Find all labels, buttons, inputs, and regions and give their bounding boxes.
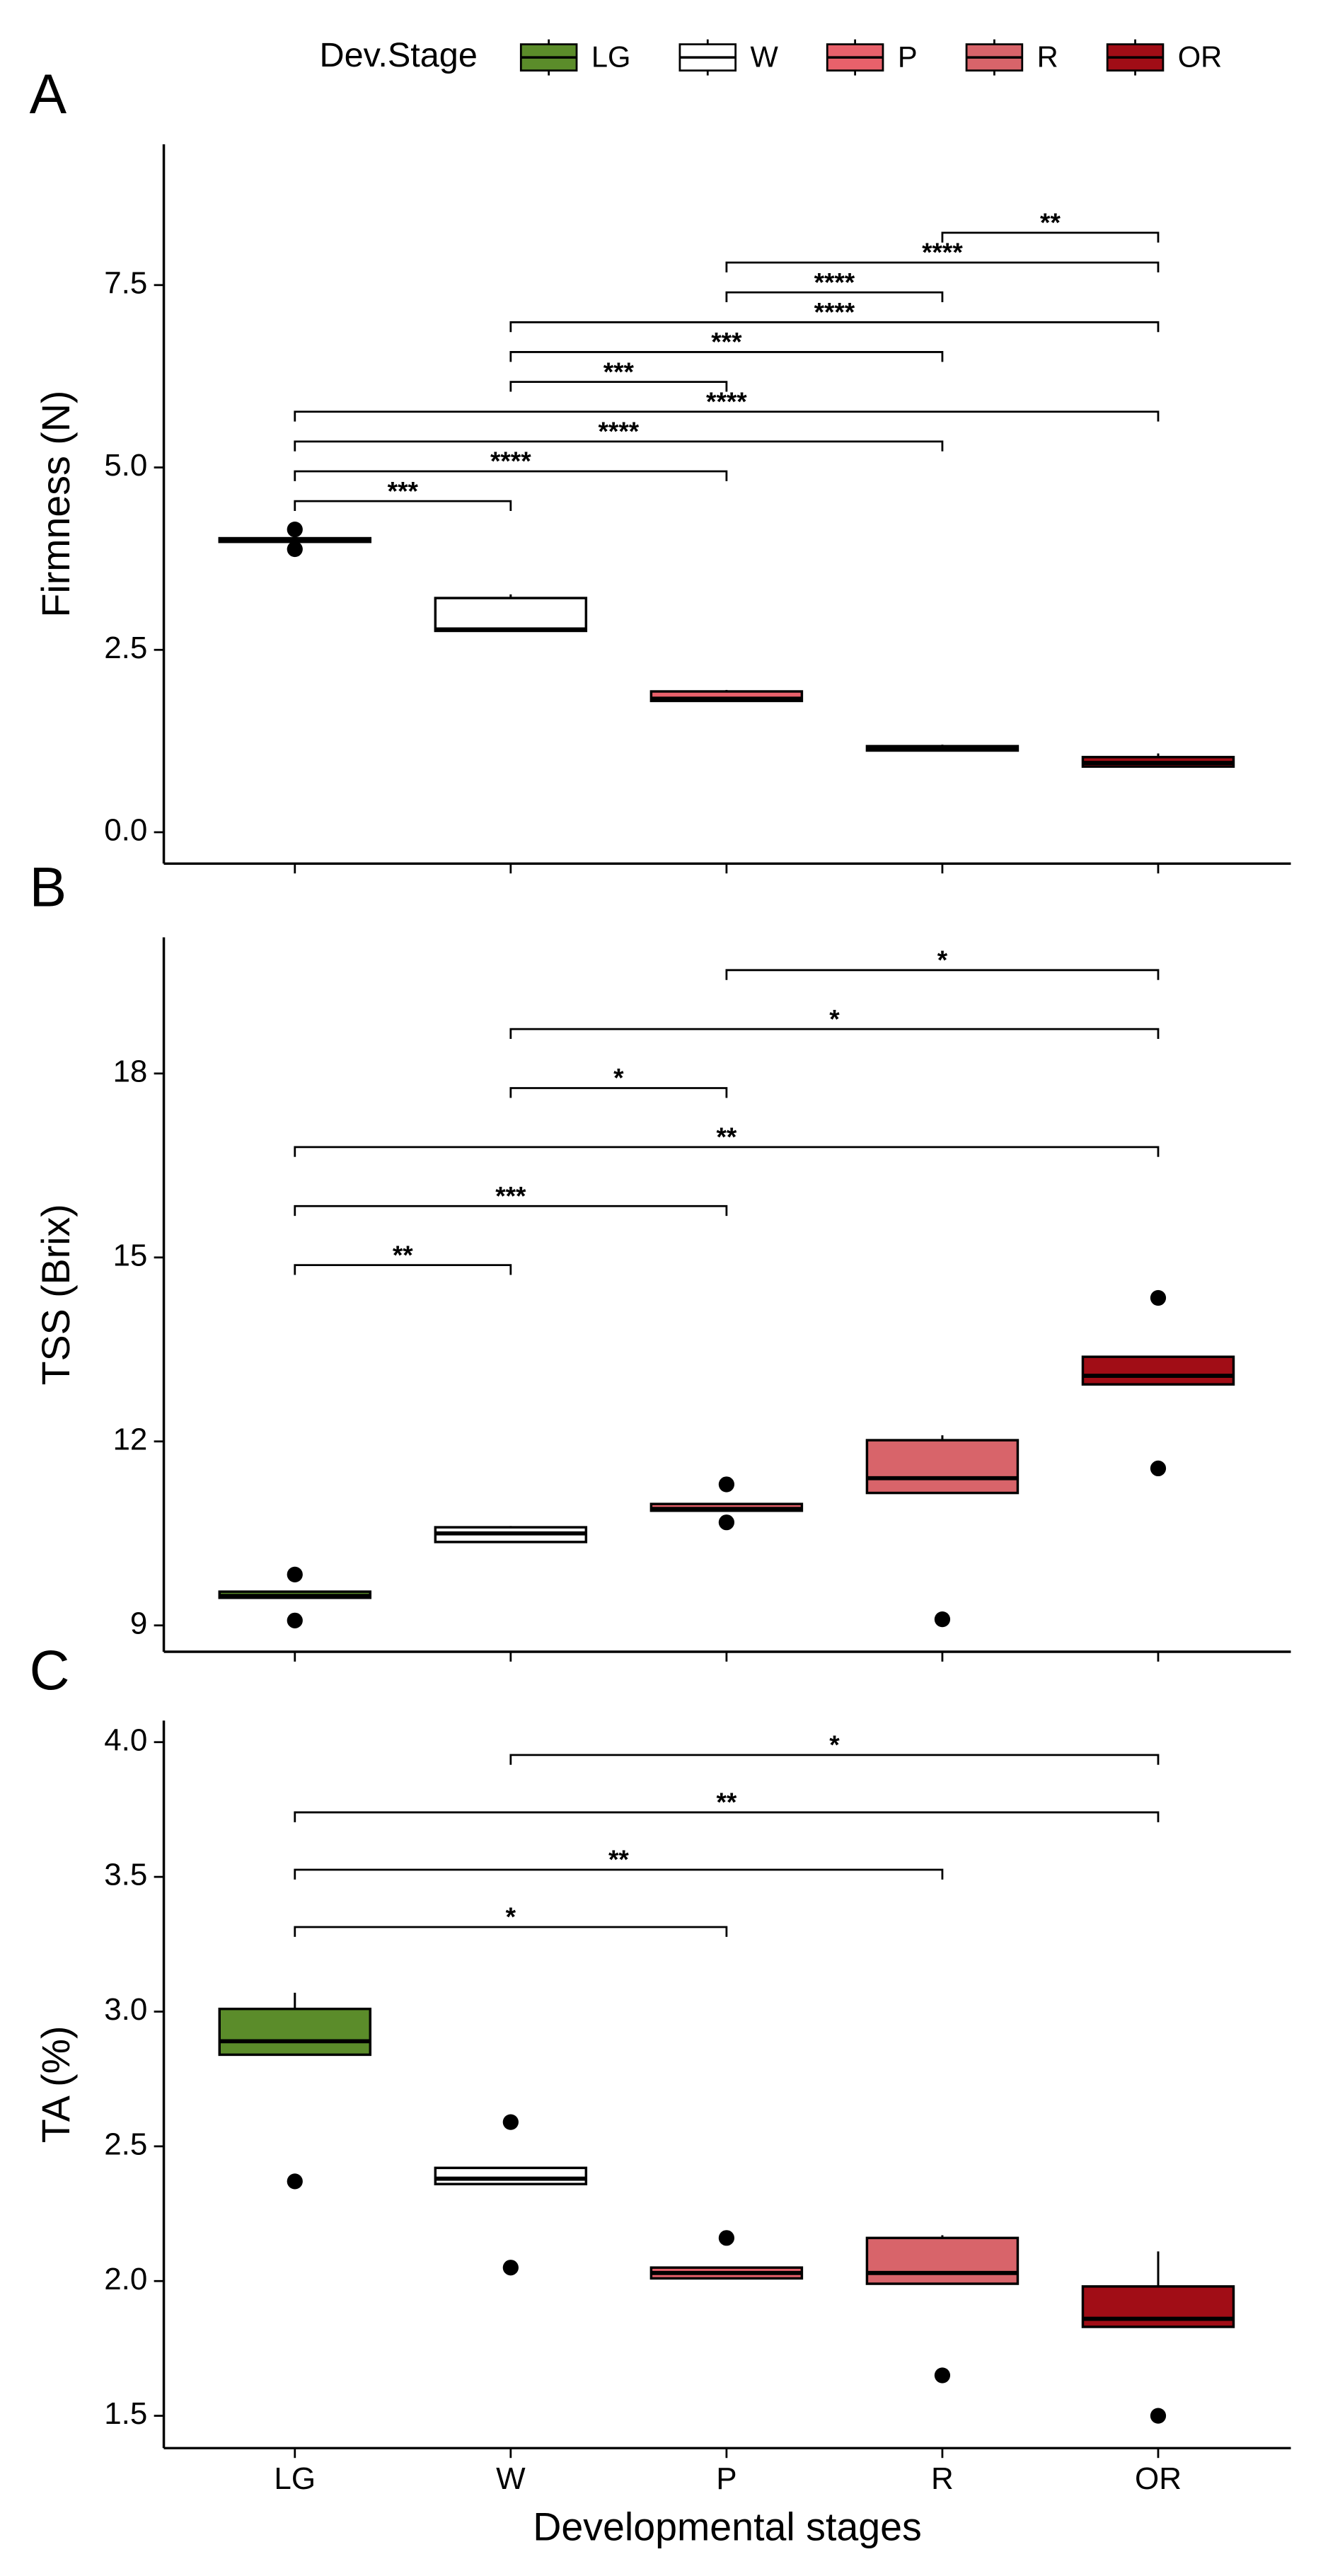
legend-label: LG xyxy=(591,40,631,73)
significance-label: **** xyxy=(814,267,855,297)
y-tick-label: 18 xyxy=(112,1054,147,1088)
outlier xyxy=(287,2173,303,2190)
y-tick-label: 0.0 xyxy=(104,813,147,848)
significance-label: **** xyxy=(922,237,963,267)
y-tick-label: 15 xyxy=(112,1238,147,1272)
y-tick-label: 7.5 xyxy=(104,265,147,300)
outlier xyxy=(718,1514,734,1531)
y-axis-label: TA (%) xyxy=(34,2025,78,2143)
significance-bracket xyxy=(725,291,944,303)
significance-bracket xyxy=(509,1028,1160,1040)
y-tick-label: 3.5 xyxy=(104,1858,147,1892)
box xyxy=(434,597,588,633)
box xyxy=(1081,1355,1235,1386)
outlier xyxy=(502,2114,519,2130)
significance-bracket xyxy=(294,470,728,481)
box xyxy=(218,2007,372,2057)
outlier xyxy=(718,1476,734,1493)
significance-bracket xyxy=(509,381,728,392)
significance-label: *** xyxy=(711,327,742,357)
outlier xyxy=(1150,2408,1167,2424)
box xyxy=(434,2166,588,2185)
legend-label: R xyxy=(1037,40,1058,73)
significance-label: * xyxy=(937,945,948,974)
significance-bracket xyxy=(294,1204,728,1217)
significance-bracket xyxy=(509,351,944,362)
y-axis-label: TSS (Brix) xyxy=(34,1204,78,1385)
outlier xyxy=(287,1566,303,1582)
significance-label: * xyxy=(829,1730,840,1759)
x-tick-label: OR xyxy=(1135,2461,1182,2496)
significance-bracket xyxy=(294,1264,512,1275)
significance-label: ** xyxy=(716,1787,737,1817)
significance-bracket xyxy=(294,1926,728,1937)
outlier xyxy=(718,2230,734,2246)
outlier xyxy=(502,2260,519,2276)
significance-label: ** xyxy=(716,1122,737,1151)
significance-bracket xyxy=(294,1146,1160,1157)
significance-label: ** xyxy=(393,1240,413,1270)
significance-label: **** xyxy=(599,416,640,446)
panel-letter: B xyxy=(30,856,67,918)
x-tick-label: W xyxy=(496,2461,526,2496)
significance-bracket xyxy=(509,321,1160,333)
significance-label: * xyxy=(506,1902,516,1931)
outlier xyxy=(287,522,303,538)
significance-label: ** xyxy=(1040,207,1061,237)
y-tick-label: 9 xyxy=(130,1606,147,1640)
panel-letter: A xyxy=(30,63,67,125)
significance-label: **** xyxy=(706,386,747,416)
y-axis-label: Firmness (N) xyxy=(34,391,78,618)
box xyxy=(865,2236,1020,2285)
significance-bracket xyxy=(725,261,1160,272)
y-tick-label: 12 xyxy=(112,1422,147,1456)
significance-label: **** xyxy=(814,297,855,327)
outlier xyxy=(934,2367,951,2384)
significance-label: *** xyxy=(388,476,419,505)
x-tick-label: LG xyxy=(274,2461,316,2496)
significance-label: *** xyxy=(495,1180,526,1210)
outlier xyxy=(1150,1460,1167,1477)
significance-bracket xyxy=(294,500,512,512)
x-tick-label: R xyxy=(931,2461,954,2496)
outlier xyxy=(934,1611,951,1628)
y-tick-label: 3.0 xyxy=(104,1992,147,2027)
significance-bracket xyxy=(294,410,1160,422)
significance-label: **** xyxy=(490,446,531,476)
legend-label: W xyxy=(750,40,778,73)
significance-bracket xyxy=(509,1754,1160,1765)
significance-bracket xyxy=(294,1811,1160,1822)
significance-label: *** xyxy=(603,357,635,386)
significance-label: * xyxy=(613,1063,624,1093)
significance-bracket xyxy=(725,969,1160,980)
significance-bracket xyxy=(294,440,944,452)
significance-label: * xyxy=(829,1004,840,1033)
outlier xyxy=(287,541,303,558)
legend-label: P xyxy=(898,40,918,73)
outlier xyxy=(1150,1289,1167,1306)
legend-title: Dev.Stage xyxy=(320,36,478,74)
x-tick-label: P xyxy=(716,2461,737,2496)
significance-bracket xyxy=(294,1868,944,1880)
y-tick-label: 5.0 xyxy=(104,448,147,483)
significance-bracket xyxy=(941,231,1160,243)
legend-label: OR xyxy=(1178,40,1222,73)
panel-letter: C xyxy=(30,1639,70,1701)
box xyxy=(865,1439,1020,1495)
y-tick-label: 2.0 xyxy=(104,2262,147,2296)
significance-label: ** xyxy=(608,1844,629,1874)
x-axis-label: Developmental stages xyxy=(533,2505,922,2549)
outlier xyxy=(287,1612,303,1628)
significance-bracket xyxy=(509,1087,728,1098)
y-tick-label: 4.0 xyxy=(104,1723,147,1757)
y-tick-label: 2.5 xyxy=(104,2127,147,2161)
y-tick-label: 2.5 xyxy=(104,631,147,665)
y-tick-label: 1.5 xyxy=(104,2396,147,2431)
